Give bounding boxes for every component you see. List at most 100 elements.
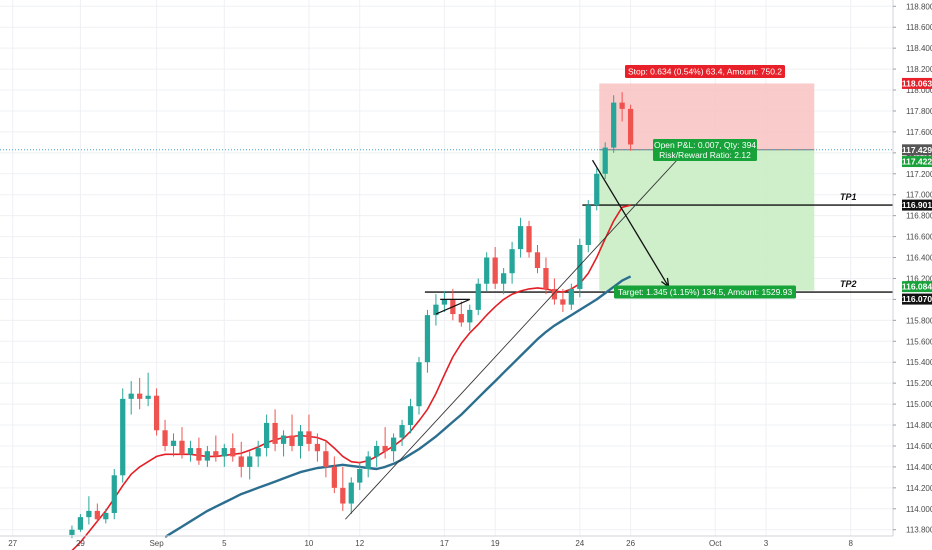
candle-body [255,448,261,457]
price-badge-target: 117.422 [902,156,932,168]
candle-body [433,304,439,316]
candle-body [627,108,634,145]
candle [458,301,464,327]
candle [619,92,625,122]
candle [365,451,371,478]
candle [374,440,380,467]
candle [492,247,498,289]
y-tick-label: 115.600 [906,337,932,346]
price-badge-bg [902,144,932,156]
candle-body [145,395,151,399]
candle [433,294,439,326]
candle [264,414,270,457]
target-label: Target: 1.345 (1.15%) 134.5, Amount: 152… [614,285,796,299]
candle [543,257,549,295]
candle-body [272,422,278,444]
candle-body [111,475,117,513]
candle [103,508,109,524]
candle [128,381,134,415]
candle [272,409,278,452]
candle-body [467,309,473,323]
candle-body [314,443,321,452]
candle [331,456,337,494]
candle [230,433,236,462]
candle [560,288,566,312]
candle [204,445,211,467]
price-badge-text: 118.063 [902,78,932,88]
price-badge-bg [902,293,932,305]
candle [86,496,92,525]
price-badge-bg [902,77,932,89]
candle [602,142,608,180]
candle-body [187,448,194,455]
fast-ma-line [71,204,631,550]
candle [196,437,202,465]
candle [94,503,100,522]
y-tick-label: 117.000 [906,191,932,200]
y-tick-label: 116.400 [906,254,932,263]
slow-ma-line [164,275,632,539]
candle [306,414,312,452]
candle [501,268,507,295]
candle-body [204,451,211,461]
candle-body [280,435,287,444]
candle-body [424,315,431,363]
x-tick-label: 3 [764,539,769,548]
price-axis-bg [893,0,932,550]
x-tick-label: 8 [848,539,853,548]
candle-body [534,252,541,268]
candle-body [103,512,109,520]
candle [348,477,354,515]
projection-arrow-line [591,159,670,288]
y-tick-label: 117.200 [906,170,932,179]
candle [162,419,168,452]
y-tick-label: 118.000 [906,86,932,95]
candle-body [306,431,312,444]
candle [137,377,143,410]
candle [594,168,600,211]
candle [475,278,481,316]
price-badge-text: 117.422 [902,157,932,167]
candle-body [128,393,134,399]
candle-body [77,517,84,530]
candle-body [238,456,244,467]
price-badge-text: 116.070 [902,294,932,304]
x-tick-label: 12 [355,539,364,548]
open-pl-text: Open P&L: 0.007, Qty: 394 [654,140,756,150]
y-tick-label: 118.400 [906,44,932,53]
y-tick-label: 118.600 [906,23,932,32]
x-tick-label: 27 [8,539,17,548]
price-badge-tp: 116.070 [902,293,932,305]
candle-body [213,451,219,457]
x-tick-label: 26 [626,539,635,548]
stop-label-text: Stop: 0.634 (0.54%) 63.4, Amount: 750.2 [628,67,782,77]
candle-body [458,314,464,323]
candle-body [484,257,490,284]
candle [534,244,541,274]
trend-line [345,150,686,520]
stop-zone [599,83,815,150]
candle-body [560,299,566,305]
candle-body [289,435,295,446]
candle-body [619,102,625,109]
candle-body [611,102,617,148]
stop-label: Stop: 0.634 (0.54%) 63.4, Amount: 750.2 [625,65,785,78]
candle [179,427,185,459]
position-labels: Stop: 0.634 (0.54%) 63.4, Amount: 750.2 T… [614,65,796,299]
candle-body [357,469,363,483]
candle-body [602,147,608,174]
candle [568,283,574,310]
candle-body [196,448,202,461]
y-tick-label: 117.800 [906,107,932,116]
candle [213,435,219,462]
candle-body [179,440,185,455]
price-badge-bg [902,281,932,293]
y-tick-label: 117.600 [906,128,932,137]
candle-body [416,362,422,407]
x-tick-label: 17 [440,539,449,548]
candle-body [492,257,498,284]
price-badge-target: 116.084 [902,281,932,293]
candle [627,104,634,151]
level-label-tp2: TP2 [840,279,857,289]
